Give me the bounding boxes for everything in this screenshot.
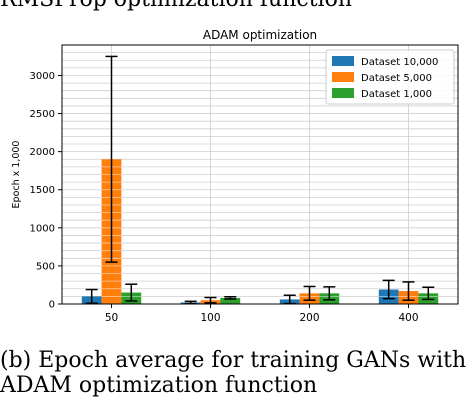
bar-chart: 0 500 1000 1500 2000 2500 3000 50 100 200 400 ADA… — [11, 28, 459, 324]
y-tick-label: 3000 — [30, 71, 55, 82]
y-tick-label: 500 — [36, 261, 55, 272]
y-tick-label: 2500 — [30, 109, 55, 120]
legend-swatch — [332, 72, 354, 82]
plot-frame — [61, 44, 459, 305]
legend-label: Dataset 10,000 — [361, 57, 438, 68]
legend-swatch — [332, 88, 354, 98]
legend: Dataset 10,000 Dataset 5,000 Dataset 1,000 — [325, 49, 455, 105]
legend-swatch — [332, 56, 354, 66]
legend-label: Dataset 1,000 — [361, 89, 432, 100]
y-axis-label: Epoch x 1,000 — [11, 141, 22, 209]
bars — [81, 159, 439, 304]
chart-title: ADAM optimization — [203, 28, 317, 42]
x-tick-label: 50 — [105, 312, 118, 324]
y-tick-label: 1500 — [30, 185, 55, 196]
y-tick-label: 2000 — [30, 147, 55, 158]
error-bars — [85, 55, 435, 305]
legend-box — [325, 49, 455, 105]
y-tick-label: 0 — [49, 300, 55, 311]
y-tick-label: 1000 — [30, 223, 55, 234]
x-tick-label: 200 — [299, 312, 319, 324]
bar — [220, 297, 241, 304]
x-tick-label: 400 — [398, 312, 418, 324]
legend-label: Dataset 5,000 — [361, 73, 432, 84]
caption-line-1: (b) Epoch average for training GANs with — [0, 348, 467, 373]
x-tick-label: 100 — [200, 312, 220, 324]
caption-line-2: ADAM optimization function — [0, 373, 318, 398]
y-axis-ticks: 0 500 1000 1500 2000 2500 3000 — [30, 71, 62, 311]
previous-figure-caption: RMSProp optimization function — [0, 0, 352, 12]
x-axis-ticks: 50 100 200 400 — [105, 304, 419, 324]
